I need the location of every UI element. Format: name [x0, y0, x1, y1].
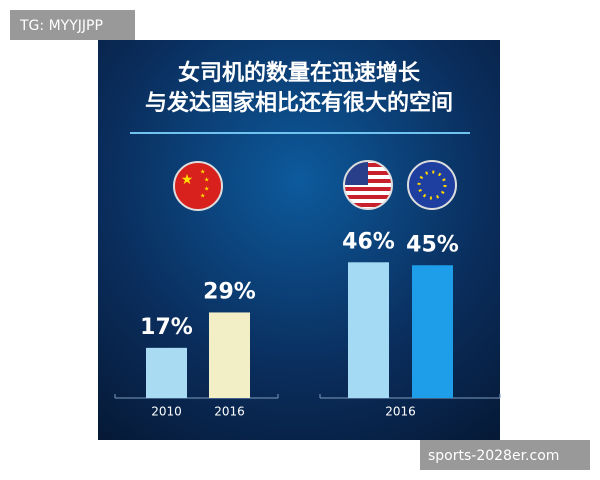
svg-text:★: ★ [181, 172, 194, 188]
footer: sports-2028er.com [428, 448, 559, 464]
bar [209, 312, 250, 398]
title-line: 女司机的数量在迅速增长 [178, 60, 421, 86]
x-tick-label: 2010 [151, 405, 182, 419]
value-label: 46% [342, 229, 395, 254]
title-line: 与发达国家相比还有很大的空间 [145, 90, 453, 116]
watermark: TG: MYYJJPP [19, 18, 103, 34]
flag-usa [343, 160, 393, 210]
svg-text:★: ★ [204, 186, 209, 193]
x-tick-label: 2016 [385, 405, 416, 419]
bar [146, 347, 187, 398]
watermark-box [10, 10, 135, 40]
value-label: 17% [140, 315, 193, 340]
svg-text:★: ★ [200, 169, 205, 176]
value-label: 29% [203, 279, 256, 304]
svg-text:★: ★ [200, 193, 205, 200]
value-label: 45% [406, 232, 459, 257]
footer-box [420, 440, 590, 470]
bar [412, 265, 453, 398]
flag-eu [407, 160, 457, 210]
svg-text:★: ★ [204, 177, 209, 184]
bar [348, 262, 389, 398]
flag-china: ★ ★ ★ ★ ★ [173, 161, 223, 211]
x-tick-label: 2016 [214, 405, 245, 419]
